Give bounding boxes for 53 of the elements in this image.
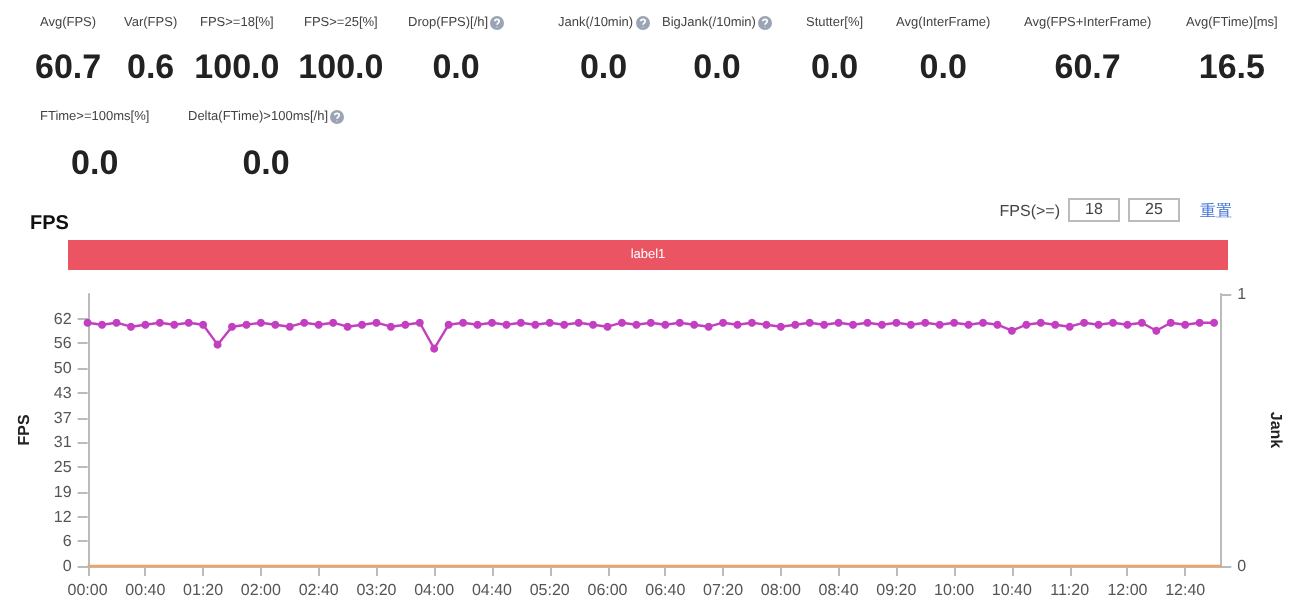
- x-tick-label: 05:20: [529, 581, 571, 598]
- y2-tick-label: 1: [1237, 285, 1248, 303]
- text: 100.0: [194, 48, 280, 88]
- y-tick-label: 62: [53, 309, 73, 328]
- x-tick-label: 02:40: [298, 581, 340, 598]
- y-tick-label: 0: [62, 557, 73, 575]
- x-tick-label: 07:20: [703, 581, 745, 598]
- text: FPS(>=): [999, 201, 1060, 219]
- y-tick-label: 6: [62, 532, 73, 551]
- x-tick-label: 11:20: [1050, 581, 1091, 598]
- text: 0.0: [579, 48, 628, 88]
- number-field: 18: [1068, 198, 1120, 222]
- x-tick-label: 04:00: [414, 581, 456, 598]
- x-tick-label: 01:20: [183, 581, 225, 598]
- text: 100.0: [298, 48, 384, 88]
- text: 0.0: [810, 48, 859, 88]
- x-tick-label: 10:00: [934, 581, 976, 598]
- x-tick-label: 06:00: [587, 581, 629, 598]
- text: 0.0: [919, 48, 967, 88]
- x-tick-label: 04:40: [471, 581, 514, 598]
- x-tick-label: 02:00: [240, 581, 283, 598]
- x-tick-label: 00:00: [67, 581, 109, 598]
- text: 60.7: [34, 48, 102, 88]
- y-tick-label: 56: [53, 334, 73, 353]
- x-tick-label: 06:40: [645, 581, 687, 598]
- y-tick-label: 12: [53, 507, 73, 526]
- text: 0.0: [693, 48, 741, 88]
- text: 16.5: [1198, 48, 1265, 88]
- chart-title: FPS: [30, 213, 70, 235]
- y-tick-label: 37: [53, 408, 73, 427]
- y2-tick-label: 0: [1237, 557, 1248, 575]
- text: 0.0: [71, 144, 119, 184]
- text: 60.7: [1054, 48, 1121, 88]
- y-tick-label: 25: [53, 458, 73, 477]
- x-tick-label: 09:20: [876, 581, 918, 598]
- y-tick-label: 19: [53, 482, 73, 501]
- x-tick-label: 08:40: [818, 581, 860, 598]
- x-tick-label: 12:00: [1107, 581, 1149, 598]
- y-tick-label: 31: [53, 433, 73, 452]
- text: 重置: [1200, 199, 1232, 221]
- number-field: 25: [1128, 198, 1180, 222]
- y-tick-label: 43: [53, 383, 73, 402]
- x-tick-label: 08:00: [760, 581, 802, 598]
- y2-axis-title: Jank: [1267, 411, 1285, 450]
- text: 0.0: [432, 48, 480, 88]
- x-tick-label: 10:40: [991, 581, 1033, 598]
- x-tick-label: 03:20: [356, 581, 398, 598]
- y-tick-label: 50: [53, 359, 73, 378]
- text: 0.6: [126, 48, 175, 88]
- x-tick-label: 00:40: [125, 581, 167, 598]
- text: 0.0: [242, 144, 290, 184]
- x-tick-label: 12:40: [1165, 581, 1207, 598]
- y-axis-title: FPS: [15, 413, 33, 446]
